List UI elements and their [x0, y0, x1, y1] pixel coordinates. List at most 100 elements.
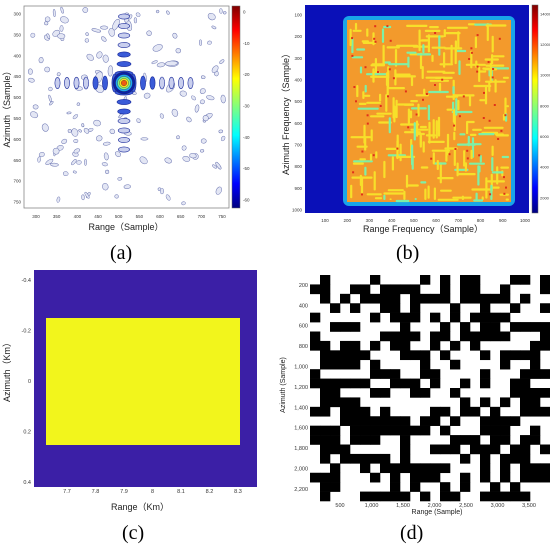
mask-cell	[390, 378, 401, 389]
sidelobe-contour	[56, 196, 61, 203]
spectrum-hot	[489, 193, 492, 196]
mask-cell	[420, 472, 431, 483]
mask-cell	[350, 453, 361, 464]
panel-b-colorbar	[531, 4, 539, 214]
mask-cell	[520, 388, 531, 398]
sidelobe-contour	[207, 40, 212, 45]
panel-b-ytick: 100	[294, 13, 302, 18]
spectrum-stripe	[437, 198, 459, 201]
spectrum-stripe	[356, 85, 359, 98]
mask-cell	[500, 416, 511, 426]
spectrum-stripe	[395, 73, 411, 76]
spectrum-stripe	[410, 128, 429, 131]
range-sidelobe	[159, 76, 165, 90]
sidelobe-contour	[84, 38, 90, 43]
spectrum-stripe	[452, 101, 455, 110]
panel-c-xtick: 8.3	[234, 489, 242, 495]
sidelobe-contour	[84, 191, 90, 199]
panel-a-ytick: 300	[13, 12, 21, 17]
spectrum-hot	[497, 138, 500, 140]
panel-a-colorbar-tick: -40	[243, 135, 250, 140]
panel-b-xtick: 100	[321, 218, 329, 223]
sidelobe-contour	[59, 25, 64, 32]
mask-cell	[480, 350, 491, 361]
mask-cell	[380, 293, 391, 304]
mask-cell	[430, 416, 441, 426]
mask-cell	[370, 359, 381, 370]
spectrum-stripe	[482, 67, 490, 70]
sidelobe-contour	[199, 39, 202, 46]
mask-cell	[490, 444, 501, 455]
mask-cell	[350, 425, 361, 436]
spectrum-stripe	[349, 28, 352, 47]
mask-cell	[320, 491, 331, 502]
sidelobe-contour	[182, 156, 191, 162]
panel-a-colorbar	[231, 5, 241, 209]
mask-cell	[420, 388, 431, 398]
mask-cell	[520, 350, 531, 361]
spectrum-stripe	[383, 194, 386, 201]
spectrum-stripe	[366, 28, 369, 37]
mask-cell	[510, 388, 521, 398]
mask-cell	[380, 491, 391, 502]
panel-d-grid	[310, 275, 550, 502]
spectrum-stripe	[416, 132, 425, 136]
panel-b-plot: 100 200 300 400 500 600 700 800 900 1000 100 200 30…	[275, 0, 550, 240]
spectrum-stripe	[406, 51, 417, 54]
spectrum-stripe	[385, 94, 388, 112]
mask-cell	[330, 350, 341, 361]
spectrum-stripe	[500, 166, 509, 169]
mask-cell	[440, 322, 451, 332]
spectrum-hot	[387, 95, 389, 98]
azimuth-sidelobe	[116, 61, 132, 67]
mask-cell	[490, 491, 501, 502]
mask-cell	[490, 293, 501, 304]
spectrum-stripe	[445, 95, 459, 98]
mask-cell	[500, 472, 511, 483]
spectrum-stripe	[369, 153, 373, 161]
sidelobe-contour	[189, 153, 197, 159]
mask-cell	[480, 444, 491, 455]
sidelobe-contour	[71, 128, 79, 137]
spectrum-stripe	[427, 140, 445, 143]
panel-a-colorbar-tick: -60	[243, 198, 250, 203]
sidelobe-contour	[140, 137, 149, 141]
mask-cell	[400, 463, 411, 474]
sidelobe-contour	[76, 160, 82, 165]
panel-d-ytick: 1,000	[294, 365, 308, 371]
sidelobe-contour	[155, 9, 160, 14]
panel-c-xlabel: Range（Km）	[111, 502, 169, 512]
spectrum-stripe	[457, 143, 476, 146]
panel-b-colorbar-tick: 10000	[540, 73, 550, 78]
spectrum-hot	[470, 47, 473, 50]
spectrum-stripe	[432, 119, 435, 139]
mask-cell	[310, 435, 321, 445]
mask-cell	[350, 284, 361, 295]
sidelobe-contour	[100, 25, 109, 30]
mask-cell	[520, 293, 531, 304]
spectrum-hot	[504, 114, 507, 117]
spectrum-stripe	[362, 41, 377, 44]
panel-d-plot: 500 1,000 1,500 2,000 2,500 3,000 3,500 200 400…	[275, 265, 550, 520]
spectrum-stripe	[435, 121, 438, 139]
panel-d-xtick: 2,000	[428, 503, 442, 509]
range-sidelobe	[54, 77, 61, 89]
sidelobe-contour	[143, 92, 151, 99]
mask-cell	[450, 416, 461, 426]
spectrum-stripe	[385, 147, 398, 150]
panel-c-xtick: 7.9	[120, 489, 128, 495]
spectrum-stripe	[458, 60, 461, 76]
sidelobe-contour	[159, 188, 165, 195]
panel-a-xtick: 500	[115, 214, 123, 219]
mask-cell	[500, 359, 511, 370]
mask-cell	[320, 472, 331, 483]
mask-cell	[490, 406, 501, 417]
spectrum-hot	[386, 25, 389, 28]
mask-cell	[400, 435, 411, 445]
mask-cell	[470, 284, 481, 295]
spectrum-stripe	[479, 99, 487, 102]
spectrum-stripe	[446, 26, 468, 29]
mask-cell	[330, 322, 341, 332]
spectrum-hot	[353, 86, 356, 88]
mask-cell	[430, 340, 441, 351]
